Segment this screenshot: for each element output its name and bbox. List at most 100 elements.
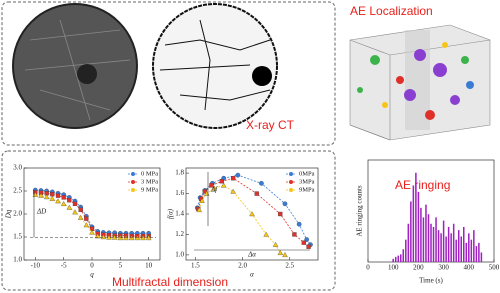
annotation: Δf bbox=[210, 186, 218, 194]
y-axis-label: Dq bbox=[5, 209, 13, 219]
y-tick-label: 1.4 bbox=[175, 210, 184, 218]
marker bbox=[282, 201, 288, 207]
marker bbox=[77, 214, 84, 220]
bar bbox=[447, 226, 450, 262]
x-tick-label: -5 bbox=[61, 262, 67, 270]
multifractal-label: Multifractal dimension bbox=[112, 275, 228, 289]
marker bbox=[249, 211, 255, 217]
series-line bbox=[198, 184, 286, 256]
bar bbox=[417, 191, 420, 262]
marker bbox=[67, 198, 72, 203]
marker bbox=[117, 235, 124, 241]
marker bbox=[296, 221, 302, 227]
x-tick-label: 500 bbox=[489, 264, 500, 272]
legend-label: 9 MPa bbox=[141, 186, 158, 193]
bar bbox=[420, 207, 422, 262]
bar bbox=[394, 256, 397, 262]
marker bbox=[61, 195, 66, 200]
legend-label: 9MPa bbox=[299, 186, 315, 193]
bar bbox=[432, 226, 435, 262]
marker bbox=[123, 235, 129, 241]
bar bbox=[460, 236, 462, 262]
y-axis-label: AE ringing counts bbox=[356, 185, 364, 237]
marker bbox=[254, 191, 259, 196]
y-tick-label: 1.6 bbox=[175, 189, 184, 197]
marker bbox=[196, 207, 202, 213]
x-tick-label: 400 bbox=[464, 264, 475, 272]
legend-swatch bbox=[131, 172, 135, 176]
bar bbox=[463, 226, 465, 262]
marker bbox=[55, 198, 61, 204]
marker bbox=[50, 192, 55, 197]
marker bbox=[49, 196, 56, 201]
marker bbox=[72, 209, 78, 215]
x-tick-label: -10 bbox=[31, 262, 41, 270]
legend-swatch bbox=[289, 172, 293, 176]
annotation: ΔD bbox=[36, 207, 46, 215]
legend-swatch bbox=[131, 188, 135, 192]
x-tick-label: 10 bbox=[145, 262, 153, 270]
x-axis-label: α bbox=[250, 271, 254, 279]
legend-swatch bbox=[289, 180, 293, 184]
x-tick-label: 300 bbox=[438, 264, 449, 272]
marker bbox=[72, 201, 78, 207]
marker bbox=[230, 188, 236, 194]
bar bbox=[400, 254, 402, 262]
marker bbox=[128, 235, 135, 241]
x-tick-label: 200 bbox=[413, 264, 424, 272]
bar bbox=[437, 230, 440, 262]
chart-title: AE ringing bbox=[395, 178, 450, 192]
x-tick-label: 5 bbox=[119, 262, 123, 270]
y-tick-label: 1.0 bbox=[13, 256, 22, 264]
y-tick-label: 1.2 bbox=[175, 230, 184, 238]
marker bbox=[38, 192, 44, 198]
marker bbox=[306, 244, 311, 249]
bar bbox=[445, 236, 447, 262]
x-tick-label: 2.5 bbox=[285, 262, 294, 270]
bar bbox=[410, 201, 412, 262]
legend-label: 0 MPa bbox=[141, 170, 158, 177]
bar bbox=[397, 255, 399, 262]
y-tick-label: 1.5 bbox=[13, 233, 22, 241]
marker bbox=[230, 176, 236, 181]
marker bbox=[292, 232, 297, 237]
bar bbox=[475, 246, 478, 262]
marker bbox=[145, 235, 152, 241]
marker bbox=[277, 250, 284, 255]
marker bbox=[259, 180, 264, 186]
x-tick-label: 1.5 bbox=[191, 262, 200, 270]
marker bbox=[278, 211, 283, 217]
bar bbox=[457, 230, 460, 262]
bar bbox=[412, 185, 415, 262]
bar bbox=[478, 242, 480, 262]
bar bbox=[430, 223, 432, 262]
marker bbox=[84, 216, 89, 221]
y-axis-label: f(α) bbox=[167, 208, 175, 219]
y-tick-label: 3.0 bbox=[13, 164, 22, 172]
annotation: Δα bbox=[247, 251, 256, 259]
marker bbox=[78, 207, 83, 213]
x-tick-label: 0 bbox=[366, 264, 370, 272]
bar bbox=[465, 242, 468, 262]
x-tick-label: 0 bbox=[90, 262, 94, 270]
y-tick-label: 1.8 bbox=[175, 169, 184, 177]
ct-frame bbox=[1, 1, 336, 146]
marker bbox=[199, 197, 205, 203]
bar bbox=[402, 249, 405, 262]
marker bbox=[60, 201, 67, 207]
marker bbox=[66, 204, 73, 210]
bar bbox=[440, 233, 442, 262]
bar bbox=[468, 233, 470, 262]
bar bbox=[407, 223, 410, 262]
marker bbox=[282, 252, 288, 258]
x-tick-label: 2.0 bbox=[238, 262, 247, 270]
bar bbox=[452, 223, 455, 262]
ct-image-gray bbox=[12, 3, 138, 129]
ct-label: X-ray CT bbox=[246, 118, 295, 132]
x-tick-label: 100 bbox=[388, 264, 399, 272]
legend-label: 0MPa bbox=[299, 170, 315, 177]
y-tick-label: 2.5 bbox=[13, 187, 22, 195]
marker bbox=[55, 193, 61, 198]
bar bbox=[442, 220, 445, 262]
bar bbox=[480, 252, 483, 262]
